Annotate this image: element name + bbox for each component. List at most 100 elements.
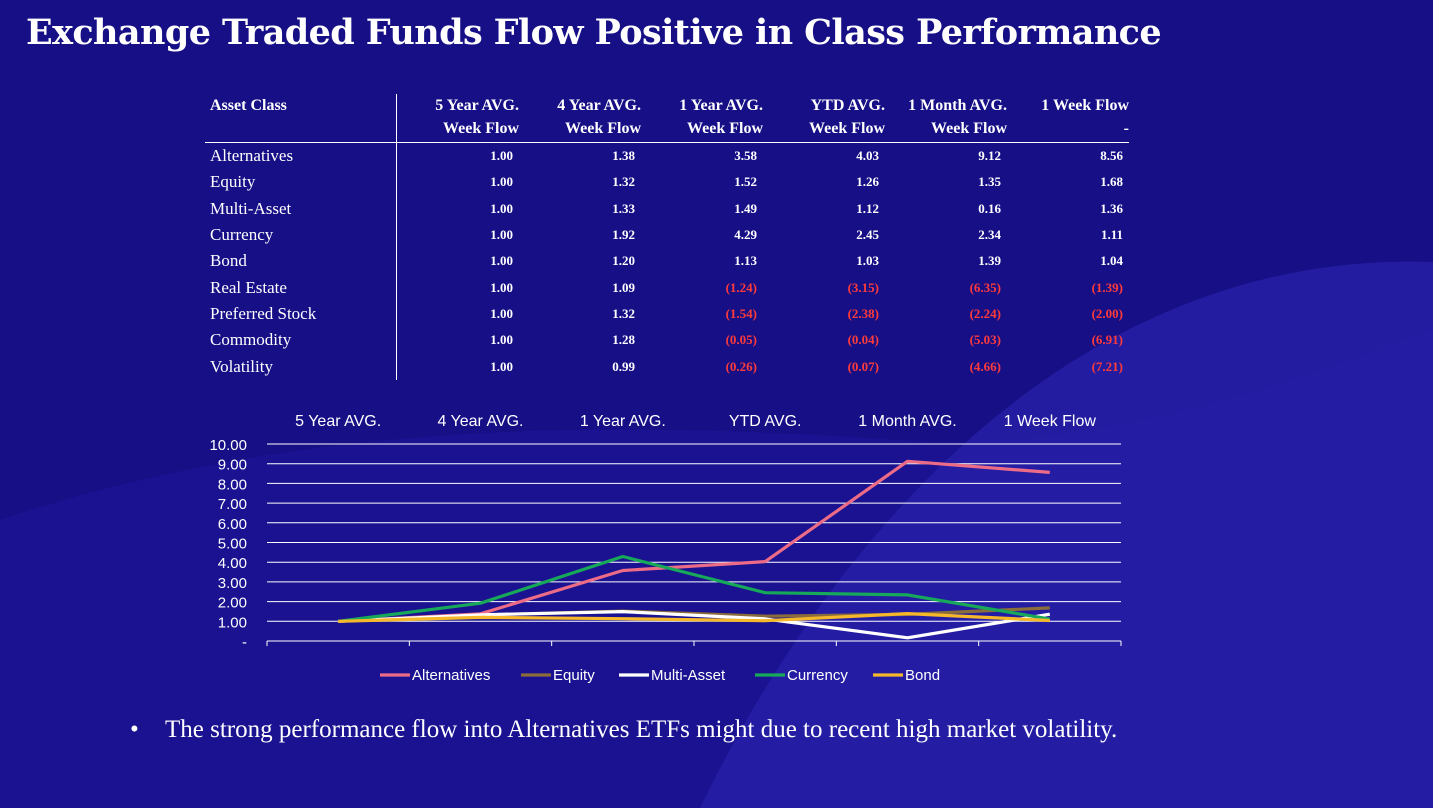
bullet-marker: • (130, 716, 139, 743)
table-cell: 1.00 (490, 200, 513, 216)
header-col: 1 Week Flow - (1007, 94, 1129, 143)
y-tick-label: 7.00 (218, 496, 247, 513)
table-cell: 1.13 (734, 253, 757, 269)
bullet-point: • The strong performance flow into Altern… (130, 716, 1117, 744)
x-category-label: 5 Year AVG. (295, 413, 381, 430)
x-category-label: 4 Year AVG. (438, 413, 524, 430)
table-cell: 1.20 (612, 253, 635, 269)
table-cell: 9.12 (978, 148, 1001, 164)
slide-title: Exchange Traded Funds Flow Positive in C… (26, 12, 1162, 53)
table-cell: (6.35) (969, 279, 1001, 295)
table-cell: 4.29 (734, 227, 757, 243)
table-cell: 1.00 (490, 305, 513, 321)
table-cell: 1.52 (734, 174, 757, 190)
table-cell: 1.28 (612, 332, 635, 348)
table-cell: 0.99 (612, 358, 635, 374)
table-cell: 1.49 (734, 200, 757, 216)
table-cell: 8.56 (1100, 148, 1123, 164)
table-cell: 1.12 (856, 200, 879, 216)
table-cell: 1.04 (1100, 253, 1123, 269)
table-cell: 1.26 (856, 174, 879, 190)
table-row: Real Estate 1.00 1.09 (1.24) (3.15) (6.35) (1.… (205, 274, 1129, 301)
table-cell: 1.32 (612, 174, 635, 190)
flow-table: Asset Class 5 Year AVG. Week Flow 4 Year … (205, 94, 1129, 380)
table-cell: (0.05) (725, 332, 757, 348)
y-tick-label: - (242, 634, 247, 651)
table-cell: (1.24) (725, 279, 757, 295)
table-row: Preferred Stock 1.00 1.32 (1.54) (2.38) (2.24… (205, 300, 1129, 328)
y-tick-label: 2.00 (218, 595, 247, 612)
table-cell: 1.09 (612, 279, 635, 295)
x-category-label: 1 Month AVG. (858, 413, 956, 430)
y-tick-label: 5.00 (218, 536, 247, 553)
table-cell: 1.39 (978, 253, 1001, 269)
table-cell: 1.38 (612, 148, 635, 164)
table-cell: 1.68 (1100, 174, 1123, 190)
table-header-row: Asset Class 5 Year AVG. Week Flow 4 Year … (205, 94, 1129, 143)
row-label: Alternatives (205, 142, 397, 170)
table-cell: 1.00 (490, 148, 513, 164)
table-cell: 0.16 (978, 200, 1001, 216)
y-tick-label: 3.00 (218, 575, 247, 592)
table-row: Commodity 1.00 1.28 (0.05) (0.04) (5.03) (6.91… (205, 327, 1129, 354)
table-cell: 2.34 (978, 227, 1001, 243)
header-col: 1 Year AVG. Week Flow (641, 94, 763, 143)
row-label: Real Estate (205, 274, 397, 301)
table-cell: 1.33 (612, 200, 635, 216)
row-label: Equity (205, 169, 397, 196)
table-cell: (0.26) (725, 358, 757, 374)
table-cell: 1.11 (1100, 227, 1123, 243)
y-tick-label: 1.00 (218, 614, 247, 631)
table-cell: (2.38) (847, 305, 879, 321)
table-cell: 1.92 (612, 227, 635, 243)
table-cell: (1.54) (725, 305, 757, 321)
header-col: 1 Month AVG. Week Flow (885, 94, 1007, 143)
table-cell: (7.21) (1091, 358, 1123, 374)
table-cell: 1.00 (490, 253, 513, 269)
table-cell: (5.03) (969, 332, 1001, 348)
table-cell: 4.03 (856, 148, 879, 164)
table-cell: 1.03 (856, 253, 879, 269)
table-cell: 1.35 (978, 174, 1001, 190)
legend-label: Alternatives (412, 667, 490, 684)
series-line-bond (338, 611, 1050, 623)
table-cell: 1.36 (1100, 200, 1123, 216)
series-line-alternatives (338, 459, 1050, 623)
series-line-multi-asset (338, 609, 1051, 640)
table-cell: (0.04) (847, 332, 879, 348)
header-col: YTD AVG. Week Flow (763, 94, 885, 143)
table-cell: (0.07) (847, 358, 879, 374)
table-row: Bond 1.00 1.20 1.13 1.03 1.39 1.04 (205, 248, 1129, 275)
x-category-label: 1 Week Flow (1004, 413, 1097, 430)
table-row: Volatility 1.00 0.99 (0.26) (0.07) (4.66) (7.2… (205, 353, 1129, 380)
table-cell: (2.24) (969, 305, 1001, 321)
row-label: Volatility (205, 353, 397, 380)
table-cell: 1.32 (612, 305, 635, 321)
table-cell: (3.15) (847, 279, 879, 295)
table-cell: 1.00 (490, 279, 513, 295)
y-tick-label: 9.00 (218, 457, 247, 474)
y-tick-label: 10.00 (209, 437, 247, 454)
row-label: Currency (205, 221, 397, 249)
y-tick-label: 8.00 (218, 476, 247, 493)
x-category-label: 1 Year AVG. (580, 413, 666, 430)
bullet-text: The strong performance flow into Alterna… (165, 716, 1118, 743)
row-label: Preferred Stock (205, 300, 397, 328)
table-cell: 2.45 (856, 227, 879, 243)
table-row: Multi-Asset 1.00 1.33 1.49 1.12 0.16 1.36 (205, 195, 1129, 222)
header-asset-class: Asset Class (205, 94, 397, 143)
legend-label: Multi-Asset (651, 667, 726, 684)
x-category-label: YTD AVG. (729, 413, 802, 430)
table-cell: (6.91) (1091, 332, 1123, 348)
header-col: 4 Year AVG. Week Flow (519, 94, 641, 143)
row-label: Commodity (205, 327, 397, 354)
table-cell: (1.39) (1091, 279, 1123, 295)
table-row: Currency 1.00 1.92 4.29 2.45 2.34 1.11 (205, 221, 1129, 249)
table-row: Alternatives 1.00 1.38 3.58 4.03 9.12 8.56 (205, 142, 1129, 170)
row-label: Multi-Asset (205, 195, 397, 222)
legend-label: Equity (553, 667, 595, 684)
table-cell: 1.00 (490, 227, 513, 243)
table-row: Equity 1.00 1.32 1.52 1.26 1.35 1.68 (205, 169, 1129, 196)
table-cell: 1.00 (490, 332, 513, 348)
